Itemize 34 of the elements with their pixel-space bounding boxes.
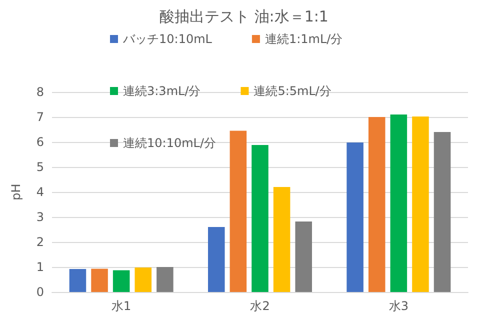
bar [69, 269, 86, 292]
y-axis-title: pH [9, 184, 23, 200]
x-tick-label: 水3 [388, 299, 408, 313]
bar [346, 142, 364, 292]
y-tick-label: 8 [36, 85, 44, 99]
y-tick-label: 6 [36, 135, 44, 149]
x-tick-label: 水1 [112, 299, 132, 313]
y-tick-label: 5 [36, 160, 44, 174]
bar [91, 268, 108, 292]
legend-label: バッチ10:10mL [122, 32, 212, 46]
y-tick-label: 2 [36, 235, 44, 249]
bar [230, 130, 247, 292]
bar [390, 114, 408, 292]
legend-label: 連続5:5mL/分 [254, 84, 332, 98]
bar [434, 132, 451, 292]
y-tick-label: 7 [36, 110, 44, 124]
bar [156, 267, 174, 292]
y-tick-label: 1 [36, 260, 44, 274]
y-tick-label: 3 [36, 210, 44, 224]
bar [273, 187, 290, 292]
bar [134, 268, 152, 292]
bar [412, 116, 429, 292]
legend-label: 連続10:10mL/分 [123, 136, 216, 150]
x-tick-label: 水2 [250, 299, 270, 313]
bar [368, 117, 386, 292]
y-tick-label: 0 [36, 285, 44, 299]
bar [252, 145, 268, 292]
chart-title: 酸抽出テスト 油:水＝1:1 [160, 8, 328, 26]
bar [295, 222, 312, 292]
bar [112, 270, 130, 292]
bar [208, 227, 225, 292]
legend-label: 連続3:3mL/分 [123, 84, 201, 98]
legend-label: 連続1:1mL/分 [264, 32, 343, 46]
y-tick-label: 4 [36, 185, 44, 199]
